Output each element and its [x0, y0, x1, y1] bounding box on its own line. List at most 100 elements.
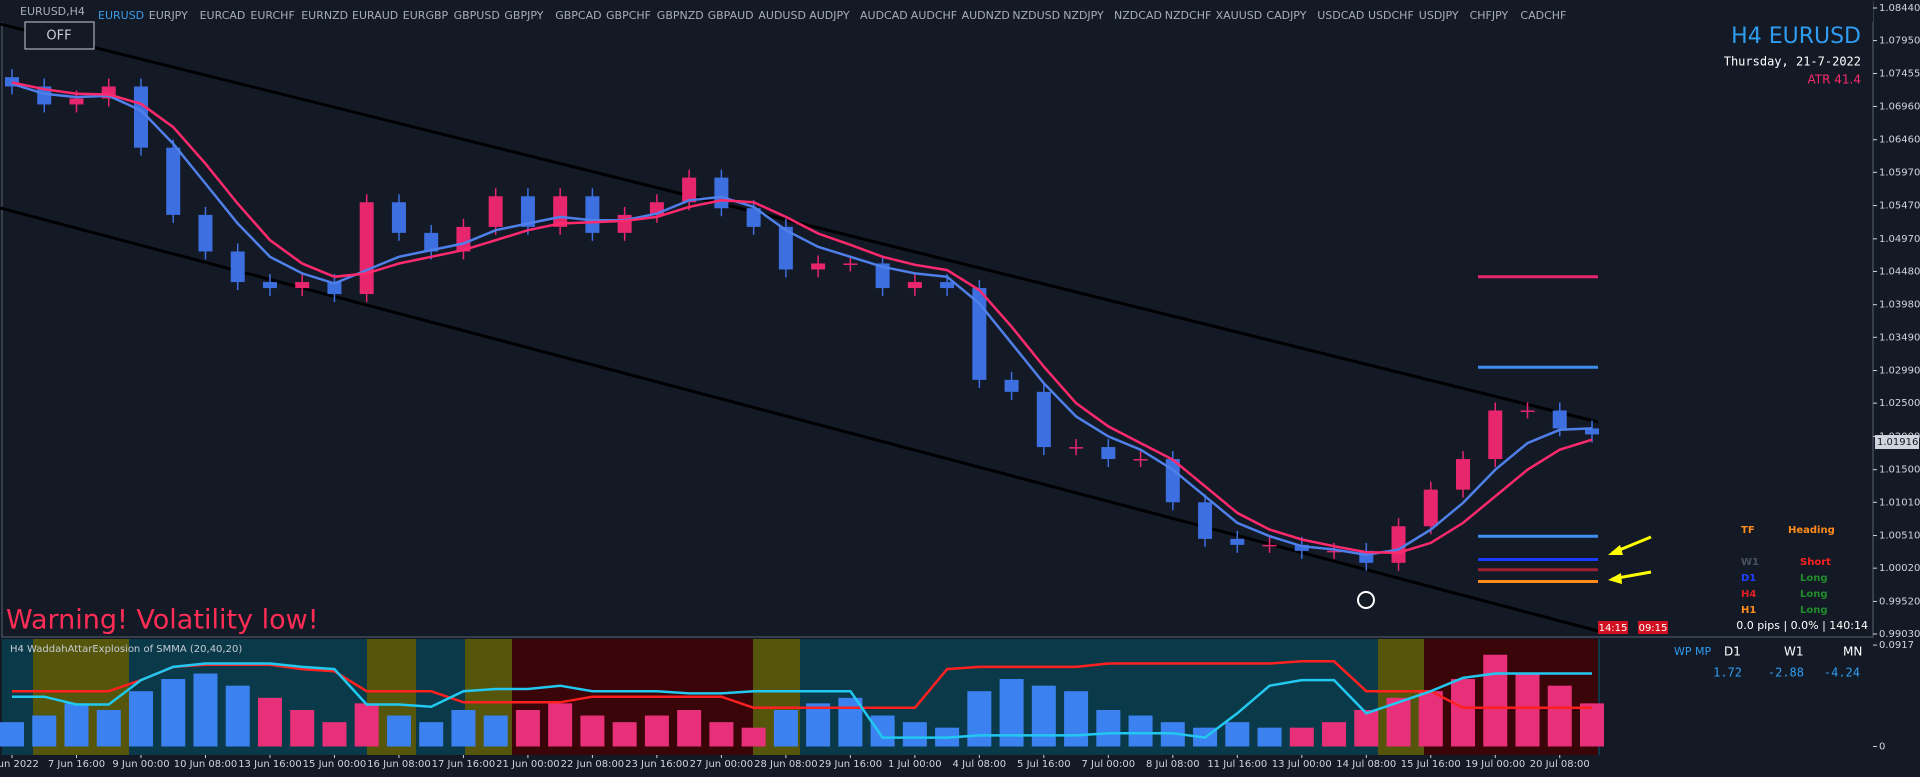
candle-body	[1423, 489, 1438, 527]
indicator-line	[11, 81, 1593, 555]
symbol-tab[interactable]: EURAUD	[352, 9, 398, 22]
candle-body	[811, 263, 826, 270]
y-tick-label: 1.03980	[1879, 300, 1920, 311]
symbol-tab[interactable]: GBPAUD	[708, 9, 754, 22]
off-button[interactable]	[24, 21, 95, 50]
x-tick-label: 15 Jul 16:00	[1401, 759, 1461, 770]
date: Thursday, 21-7-2022	[1724, 55, 1861, 69]
x-tick-label: 1 Jul 00:00	[888, 759, 942, 770]
symbol-tab[interactable]: EURJPY	[149, 9, 188, 22]
candle-body	[1294, 544, 1309, 551]
histogram-bar	[773, 709, 798, 747]
x-tick-label: 11 Jul 16:00	[1207, 759, 1267, 770]
candle-body	[1456, 459, 1471, 490]
x-tick-label: 21 Jun 00:00	[496, 759, 560, 770]
candle-body	[262, 282, 277, 289]
symbol-tab[interactable]: EURGBP	[403, 9, 449, 22]
symbol-tab[interactable]: GBPCAD	[555, 9, 601, 22]
y-tick-label: 1.00510	[1879, 531, 1920, 542]
price-tag-box	[1875, 435, 1919, 450]
x-tick-label: 27 Jun 00:00	[690, 759, 754, 770]
symbol-tab[interactable]: NZDCAD	[1114, 9, 1162, 22]
histogram-bar	[1418, 691, 1443, 747]
symbol-tab[interactable]: AUDCAD	[860, 9, 908, 22]
symbol-tab[interactable]: USDCAD	[1317, 9, 1364, 22]
y-tick-label: 1.01010	[1879, 497, 1920, 508]
symbol-tab[interactable]: AUDCHF	[911, 9, 957, 22]
candle-body	[166, 147, 181, 215]
histogram-bar	[96, 709, 121, 747]
candle-body	[1069, 447, 1084, 449]
histogram-bar	[1096, 709, 1121, 747]
histogram-bar	[128, 691, 153, 747]
y-tick-label: 1.02500	[1879, 398, 1920, 409]
price-tag: 1.01916	[1877, 437, 1918, 448]
off-button-label[interactable]: OFF	[46, 29, 71, 44]
histogram-bar	[1515, 673, 1540, 747]
y-tick-label: 1.08440	[1879, 3, 1920, 14]
candle-body	[1101, 447, 1116, 460]
symbol-tab[interactable]: GBPCHF	[606, 9, 651, 22]
heading-cell: Long	[1800, 605, 1828, 616]
candle-body	[972, 288, 987, 380]
y-tick-label: 1.05970	[1879, 167, 1920, 178]
strength-value: -4.24	[1824, 666, 1860, 680]
histogram-bar	[741, 727, 766, 747]
candle-body	[69, 98, 84, 105]
symbol-tab[interactable]: XAUUSD	[1216, 9, 1263, 22]
symbol-tab[interactable]: AUDJPY	[809, 9, 850, 22]
symbol-tab[interactable]: CADJPY	[1266, 9, 1306, 22]
heading: H4 EURUSD	[1731, 24, 1861, 49]
symbol-tab[interactable]: GBPJPY	[504, 9, 543, 22]
histogram-bar	[612, 722, 637, 747]
x-tick-label: 13 Jun 16:00	[238, 759, 302, 770]
strength-panel	[1600, 639, 1873, 755]
x-tick-label: 17 Jun 16:00	[432, 759, 496, 770]
candle-body	[327, 282, 342, 295]
y-tick-label: 1.07455	[1879, 69, 1920, 80]
x-tick-label: 23 Jun 16:00	[625, 759, 689, 770]
symbol-tab[interactable]: CADCHF	[1520, 9, 1566, 22]
marker	[1357, 591, 1375, 609]
strength-label: D1	[1724, 645, 1741, 659]
candle-body	[1004, 379, 1019, 392]
status: 0.0 pips | 0.0% | 140:14	[1736, 619, 1868, 632]
symbol-tab[interactable]: NZDCHF	[1165, 9, 1212, 22]
symbol-tab[interactable]: USDJPY	[1419, 9, 1459, 22]
histogram-bar	[1322, 722, 1347, 747]
x-tick-label: 14 Jul 08:00	[1336, 759, 1396, 770]
histogram-bar	[483, 715, 508, 747]
symbol-tab[interactable]: EURNZD	[301, 9, 348, 22]
candle-body	[1198, 502, 1213, 539]
symbol-tab[interactable]: NZDJPY	[1063, 9, 1104, 22]
symbol-tab[interactable]: AUDNZD	[962, 9, 1010, 22]
symbol-tab[interactable]: EURUSD	[98, 9, 144, 22]
symbol-tab[interactable]: USDCHF	[1368, 9, 1414, 22]
symbol-tab[interactable]: AUDUSD	[758, 9, 806, 22]
symbol-tab[interactable]: EURCAD	[200, 9, 246, 22]
candle-body	[1488, 410, 1503, 460]
y-tick-label: 0	[1879, 741, 1885, 752]
chart-label: EURUSD,H4	[20, 5, 85, 18]
histogram-bar	[1354, 709, 1379, 747]
candle-body	[682, 177, 697, 203]
symbol-tab[interactable]: NZDUSD	[1012, 9, 1060, 22]
histogram-bar	[257, 697, 282, 747]
symbol-tab[interactable]: GBPUSD	[454, 9, 500, 22]
candle-body	[907, 282, 922, 289]
symbol-tab[interactable]: GBPNZD	[657, 9, 704, 22]
indicator-line	[12, 660, 1592, 710]
histogram-bar	[161, 679, 186, 747]
symbol-tab[interactable]: EURCHF	[250, 9, 294, 22]
histogram-bar	[1289, 727, 1314, 747]
x-tick-label: 22 Jun 08:00	[561, 759, 625, 770]
histogram-bar	[419, 722, 444, 747]
histogram-bar	[1547, 685, 1572, 747]
x-tick-label: 7 Jul 00:00	[1082, 759, 1136, 770]
candle-body	[295, 282, 310, 289]
heading-cell: Short	[1800, 557, 1831, 568]
candle-body	[714, 177, 729, 209]
symbol-tab[interactable]: CHFJPY	[1470, 9, 1509, 22]
x-tick-label: 7 Jun 16:00	[48, 759, 105, 770]
histogram-bar	[902, 722, 927, 747]
